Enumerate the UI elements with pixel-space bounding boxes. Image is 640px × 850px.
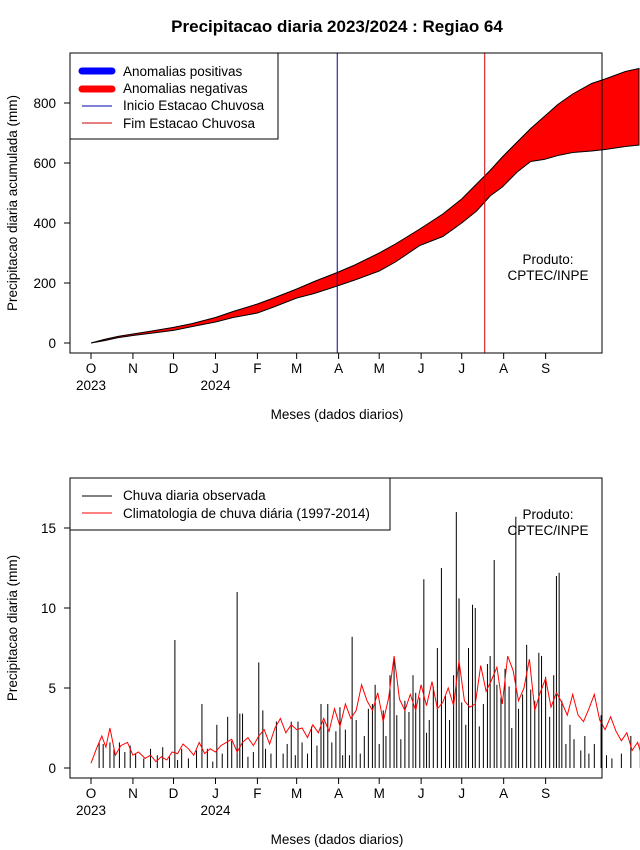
- legend-label-negative: Anomalias negativas: [123, 81, 248, 96]
- legend-label-climatology: Climatologia de chuva diária (1997-2014): [123, 506, 370, 521]
- y-tick-label: 5: [48, 681, 56, 696]
- x-tick-label: J: [458, 786, 465, 801]
- daily-chart: 0 5 10 15 O N D J F M A M J J A S 2023 2024 Precipitacao…: [5, 477, 640, 847]
- legend-top: Anomalias positivas Anomalias negativas …: [69, 52, 279, 140]
- x-tick-label: D: [169, 786, 179, 801]
- legend-label-positive: Anomalias positivas: [123, 64, 243, 79]
- legend-label-observed: Chuva diaria observada: [123, 488, 266, 503]
- x-tick-label: N: [128, 361, 138, 376]
- x-tick-label: A: [499, 361, 508, 376]
- x-tick-label: O: [86, 786, 97, 801]
- x-tick-label: J: [418, 361, 425, 376]
- x-tick-label: J: [458, 361, 465, 376]
- y-tick-label: 15: [41, 521, 56, 536]
- observed-bars: [98, 512, 640, 768]
- x-tick-label: S: [541, 786, 550, 801]
- x-tick-label: A: [499, 786, 508, 801]
- legend-bottom: Chuva diaria observada Climatologia de c…: [69, 477, 391, 531]
- chart-title: Precipitacao diaria 2023/2024 : Regiao 6…: [171, 17, 503, 36]
- legend-box: [69, 477, 391, 531]
- x-tick-label: N: [128, 786, 138, 801]
- year-label: 2024: [200, 803, 231, 818]
- x-tick-label: M: [291, 361, 302, 376]
- product-label-bottom-2: CPTEC/INPE: [507, 523, 588, 538]
- x-axis-bottom: O N D J F M A M J J A S 2023 2024: [76, 777, 550, 818]
- product-label-top-2: CPTEC/INPE: [507, 268, 588, 283]
- cumulative-chart: 0 200 400 600 800 O N D J F M A M J J A S 2023 2024 Preci…: [5, 52, 640, 422]
- x-tick-label: M: [374, 786, 385, 801]
- x-tick-label: M: [291, 786, 302, 801]
- negative-anomaly-area: [90, 67, 640, 344]
- year-label: 2024: [200, 378, 231, 393]
- x-tick-label: J: [212, 786, 219, 801]
- year-label: 2023: [76, 803, 106, 818]
- year-label: 2023: [76, 378, 106, 393]
- x-tick-label: F: [253, 361, 261, 376]
- x-axis-top: O N D J F M A M J J A S 2023 2024: [76, 352, 550, 393]
- y-tick-label: 800: [33, 96, 56, 111]
- legend-label-inicio: Inicio Estacao Chuvosa: [123, 98, 265, 113]
- x-tick-label: A: [334, 361, 343, 376]
- y-tick-label: 0: [48, 336, 56, 351]
- product-label-top-1: Produto:: [522, 252, 573, 267]
- y-axis-bottom: 0 5 10 15: [41, 521, 71, 776]
- legend-box: [69, 52, 279, 140]
- y-tick-label: 10: [41, 601, 56, 616]
- x-tick-label: F: [253, 786, 261, 801]
- legend-label-fim: Fim Estacao Chuvosa: [123, 116, 256, 131]
- y-axis-label-bottom: Precipitacao diaria (mm): [5, 555, 20, 701]
- x-tick-label: D: [169, 361, 179, 376]
- x-axis-label-top: Meses (dados diarios): [271, 407, 404, 422]
- x-tick-label: S: [541, 361, 550, 376]
- x-tick-label: O: [86, 361, 97, 376]
- anomaly-area: [90, 67, 640, 344]
- y-tick-label: 600: [33, 156, 56, 171]
- y-axis-top: 0 200 400 600 800: [33, 96, 71, 351]
- x-tick-label: J: [418, 786, 425, 801]
- product-label-bottom-1: Produto:: [522, 507, 573, 522]
- climatology-line: [90, 655, 640, 764]
- y-tick-label: 200: [33, 276, 56, 291]
- x-tick-label: M: [374, 361, 385, 376]
- y-tick-label: 400: [33, 216, 56, 231]
- y-tick-label: 0: [48, 761, 56, 776]
- x-tick-label: A: [334, 786, 343, 801]
- x-axis-label-bottom: Meses (dados diarios): [271, 832, 404, 847]
- x-tick-label: J: [212, 361, 219, 376]
- y-axis-label-top: Precipitacao diaria acumulada (mm): [5, 95, 20, 311]
